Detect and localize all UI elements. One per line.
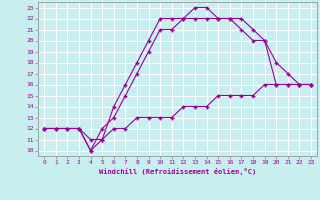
X-axis label: Windchill (Refroidissement éolien,°C): Windchill (Refroidissement éolien,°C) [99, 168, 256, 175]
